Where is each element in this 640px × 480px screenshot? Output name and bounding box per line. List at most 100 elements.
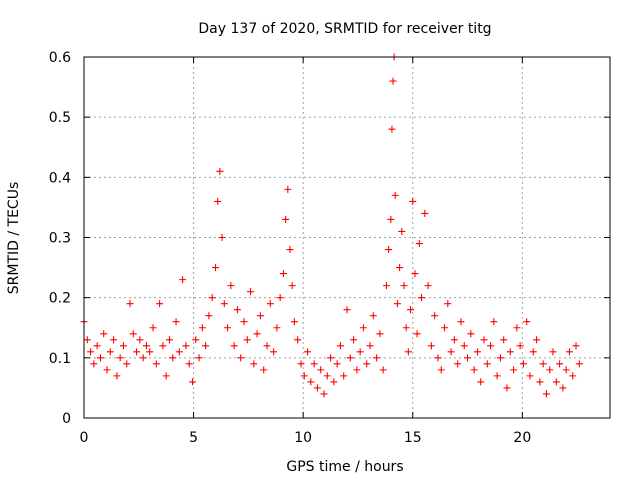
data-point — [123, 360, 131, 368]
data-point — [93, 342, 101, 350]
data-point — [149, 324, 157, 332]
data-point — [562, 366, 570, 374]
data-point — [549, 348, 557, 356]
data-point — [559, 384, 567, 392]
data-point — [402, 324, 410, 332]
data-point — [270, 348, 278, 356]
data-point — [273, 324, 281, 332]
data-point — [152, 360, 160, 368]
data-point — [90, 360, 98, 368]
data-point — [480, 336, 488, 344]
data-point — [340, 372, 348, 380]
data-point — [159, 342, 167, 350]
data-point — [320, 390, 328, 398]
data-point — [323, 372, 331, 380]
data-point — [119, 342, 127, 350]
data-point — [434, 354, 442, 362]
data-point — [369, 312, 377, 320]
data-point — [536, 378, 544, 386]
data-point — [447, 348, 455, 356]
data-point — [379, 366, 387, 374]
data-point — [441, 324, 449, 332]
data-point — [205, 312, 213, 320]
data-point — [146, 348, 154, 356]
data-point — [247, 288, 255, 296]
data-point — [523, 318, 531, 326]
data-point — [493, 372, 501, 380]
data-point — [450, 336, 458, 344]
data-point — [288, 282, 296, 290]
data-point — [310, 360, 318, 368]
data-point — [294, 336, 302, 344]
data-point — [243, 336, 251, 344]
x-tick-label: 20 — [513, 430, 531, 446]
data-point — [519, 360, 527, 368]
data-point — [411, 270, 419, 278]
data-point — [496, 354, 504, 362]
data-point — [227, 282, 235, 290]
data-point — [500, 336, 508, 344]
data-point — [421, 209, 429, 217]
data-point — [330, 378, 338, 386]
data-point — [409, 197, 417, 205]
data-point — [162, 372, 170, 380]
data-point — [359, 324, 367, 332]
data-point — [216, 167, 224, 175]
data-point — [464, 354, 472, 362]
data-point — [400, 282, 408, 290]
data-point — [116, 354, 124, 362]
x-tick-label: 15 — [404, 430, 422, 446]
data-point — [260, 366, 268, 374]
x-tick-label: 0 — [80, 430, 89, 446]
data-point — [266, 300, 274, 308]
data-point — [195, 354, 203, 362]
data-point — [327, 354, 335, 362]
data-point — [240, 318, 248, 326]
data-point — [282, 215, 290, 223]
data-point — [483, 360, 491, 368]
y-tick-label: 0.5 — [49, 110, 71, 126]
y-axis-label: SRMTID / TECUs — [6, 182, 22, 295]
data-point — [317, 366, 325, 374]
data-point — [376, 330, 384, 338]
y-tick-label: 0.3 — [49, 231, 71, 247]
data-point — [575, 360, 583, 368]
data-point — [230, 342, 238, 350]
data-point — [437, 366, 445, 374]
data-point — [139, 354, 147, 362]
data-point — [133, 348, 141, 356]
data-point — [470, 366, 478, 374]
data-point — [284, 185, 292, 193]
data-point — [286, 246, 294, 254]
data-point — [404, 348, 412, 356]
data-point — [179, 276, 187, 284]
data-point — [110, 336, 118, 344]
chart-title: Day 137 of 2020, SRMTID for receiver tit… — [198, 21, 491, 37]
y-tick-label: 0.6 — [49, 50, 71, 66]
data-point — [212, 264, 219, 272]
data-point — [424, 282, 432, 290]
data-point — [396, 264, 404, 272]
data-point — [233, 306, 241, 314]
data-point — [407, 306, 415, 314]
data-point — [477, 378, 485, 386]
data-point — [250, 360, 258, 368]
data-point — [387, 215, 395, 223]
data-point — [413, 330, 421, 338]
data-point — [418, 294, 426, 302]
data-point — [182, 342, 190, 350]
data-point — [300, 372, 308, 380]
data-point — [100, 330, 108, 338]
data-point — [487, 342, 495, 350]
data-point — [188, 378, 196, 386]
data-point — [460, 342, 468, 350]
data-point — [546, 366, 554, 374]
grid — [84, 57, 610, 418]
data-point — [569, 372, 577, 380]
data-point — [172, 318, 180, 326]
data-point — [103, 366, 111, 374]
data-point — [113, 372, 121, 380]
data-point — [185, 360, 193, 368]
data-point — [516, 342, 524, 350]
data-point — [391, 191, 399, 199]
